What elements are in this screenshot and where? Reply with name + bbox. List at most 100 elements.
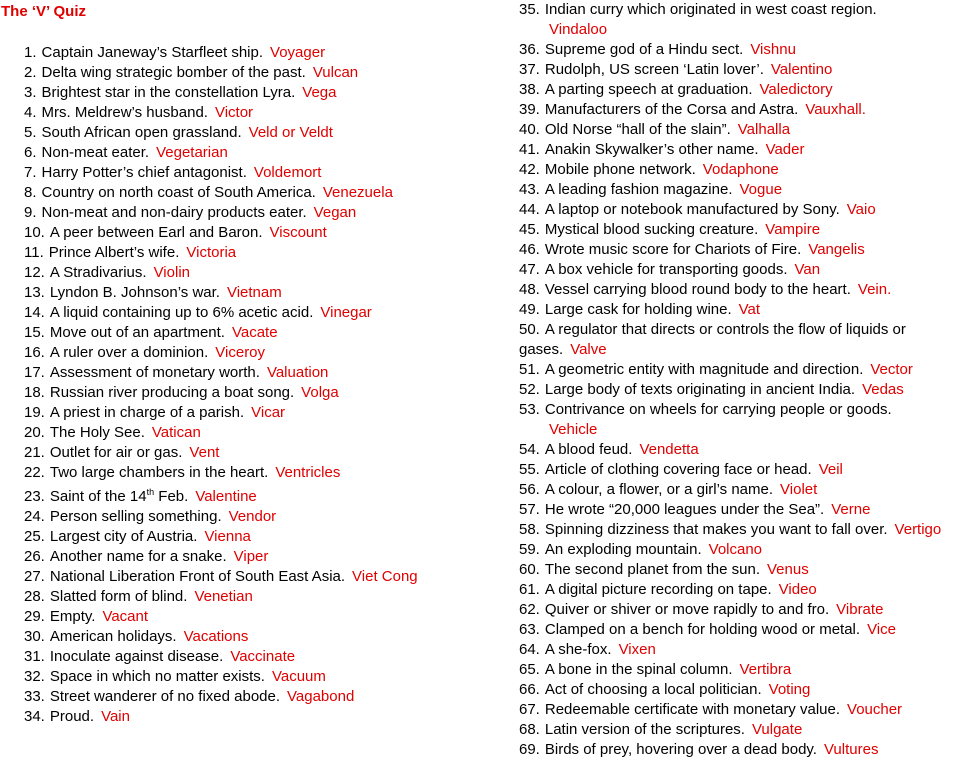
item-number: 41. <box>519 141 540 158</box>
item-question: Saint of the 14 <box>49 488 147 505</box>
quiz-item: 38. A parting speech at graduation. Valedi… <box>519 80 833 100</box>
quiz-item: 22. Two large chambers in the heart. Ventr… <box>24 463 340 483</box>
item-number: 66. <box>519 681 540 698</box>
item-answer: Vain <box>101 708 130 725</box>
item-question: Non-meat eater. <box>41 144 150 161</box>
item-question: Slatted form of blind. <box>49 588 188 605</box>
quiz-item: 21. Outlet for air or gas. Vent <box>24 443 219 463</box>
item-answer: Vedas <box>862 381 904 398</box>
item-number: 43. <box>519 181 540 198</box>
quiz-item: 55. Article of clothing covering face or … <box>519 460 843 480</box>
item-question: A leading fashion magazine. <box>544 181 733 198</box>
item-number: 4. <box>24 104 37 121</box>
item-number: 9. <box>24 204 37 221</box>
quiz-item: 52. Large body of texts originating in an… <box>519 380 904 400</box>
item-question: Brightest star in the constellation Lyra… <box>41 84 296 101</box>
item-question: Space in which no matter exists. <box>49 668 265 685</box>
item-number: 27. <box>24 568 45 585</box>
quiz-item: 5. South African open grassland. Veld or V… <box>24 123 333 143</box>
item-answer: Volga <box>301 384 339 401</box>
item-question: The second planet from the sun. <box>544 561 760 578</box>
item-question: A digital picture recording on tape. <box>544 581 772 598</box>
item-question: Supreme god of a Hindu sect. <box>544 41 744 58</box>
item-number: 19. <box>24 404 45 421</box>
quiz-item: 41. Anakin Skywalker’s other name. Vader <box>519 140 805 160</box>
item-answer: Vangelis <box>808 241 865 258</box>
quiz-item: 2. Delta wing strategic bomber of the pas… <box>24 63 358 83</box>
quiz-item: 12. A Stradivarius. Violin <box>24 263 190 283</box>
item-answer: Viceroy <box>215 344 266 361</box>
item-question: Assessment of monetary worth. <box>49 364 260 381</box>
item-number: 53. <box>519 401 540 418</box>
quiz-item: 48. Vessel carrying blood round body to t… <box>519 280 891 300</box>
item-answer: Vulgate <box>751 721 803 738</box>
item-question: Empty. <box>49 608 96 625</box>
item-answer: Volcano <box>708 541 763 558</box>
item-answer: Vacant <box>102 608 149 625</box>
item-question: Another name for a snake. <box>49 548 227 565</box>
item-answer: Valve <box>570 341 607 358</box>
quiz-item: 16. A ruler over a dominion. Viceroy <box>24 343 265 363</box>
quiz-item: 31. Inoculate against disease. Vaccinate <box>24 647 295 667</box>
item-question: A colour, a flower, or a girl’s name. <box>544 481 774 498</box>
item-number: 5. <box>24 124 37 141</box>
item-question: Outlet for air or gas. <box>49 444 183 461</box>
item-question: He wrote “20,000 leagues under the Sea”. <box>544 501 825 518</box>
item-number: 45. <box>519 221 540 238</box>
quiz-item: 17. Assessment of monetary worth. Valuatio… <box>24 363 328 383</box>
item-question: Lyndon B. Johnson’s war. <box>49 284 220 301</box>
item-question: A Stradivarius. <box>49 264 147 281</box>
item-number: 57. <box>519 501 540 518</box>
quiz-item: 65. A bone in the spinal column. Vertibra <box>519 660 791 680</box>
item-answer: Venetian <box>194 588 253 605</box>
item-number: 33. <box>24 688 45 705</box>
item-number: 15. <box>24 324 45 341</box>
item-answer: Vader <box>765 141 805 158</box>
quiz-item: 8. Country on north coast of South Americ… <box>24 183 393 203</box>
item-number: 17. <box>24 364 45 381</box>
item-question: Person selling something. <box>49 508 222 525</box>
quiz-item: 24. Person selling something. Vendor <box>24 507 276 527</box>
item-question: A priest in charge of a parish. <box>49 404 245 421</box>
item-answer: Viet Cong <box>352 568 418 585</box>
item-question: A she-fox. <box>544 641 612 658</box>
item-number: 50. <box>519 321 540 338</box>
item-question: Two large chambers in the heart. <box>49 464 269 481</box>
item-answer: Vienna <box>204 528 251 545</box>
quiz-item: 35. Indian curry which originated in west… <box>519 0 877 40</box>
item-question: A parting speech at graduation. <box>544 81 753 98</box>
item-question: The Holy See. <box>49 424 145 441</box>
item-answer: Vagabond <box>287 688 355 705</box>
item-answer: Vega <box>302 84 337 101</box>
quiz-item: 69. Birds of prey, hovering over a dead b… <box>519 740 878 760</box>
item-answer: Victor <box>214 104 254 121</box>
item-number: 12. <box>24 264 45 281</box>
item-question: Harry Potter’s chief antagonist. <box>41 164 247 181</box>
quiz-item: 23. Saint of the 14th Feb. Valentine <box>24 487 257 507</box>
item-number: 52. <box>519 381 540 398</box>
item-number: 25. <box>24 528 45 545</box>
item-number: 37. <box>519 61 540 78</box>
quiz-item: 29. Empty. Vacant <box>24 607 148 627</box>
quiz-item: 51. A geometric entity with magnitude and… <box>519 360 913 380</box>
item-question: An exploding mountain. <box>544 541 702 558</box>
item-question: Wrote music score for Chariots of Fire. <box>544 241 802 258</box>
quiz-item: 63. Clamped on a bench for holding wood o… <box>519 620 896 640</box>
item-question: Clamped on a bench for holding wood or m… <box>544 621 861 638</box>
item-question: Act of choosing a local politician. <box>544 681 762 698</box>
item-number: 69. <box>519 741 540 758</box>
item-answer: Vacuum <box>271 668 326 685</box>
item-question: Spinning dizziness that makes you want t… <box>544 521 888 538</box>
item-question: Largest city of Austria. <box>49 528 198 545</box>
item-number: 51. <box>519 361 540 378</box>
item-question: Latin version of the scriptures. <box>544 721 745 738</box>
item-question: Country on north coast of South America. <box>41 184 316 201</box>
quiz-item: 15. Move out of an apartment. Vacate <box>24 323 278 343</box>
quiz-item: 62. Quiver or shiver or move rapidly to a… <box>519 600 883 620</box>
item-number: 31. <box>24 648 45 665</box>
item-question: South African open grassland. <box>41 124 242 141</box>
item-number: 22. <box>24 464 45 481</box>
quiz-item: 34. Proud. Vain <box>24 707 130 727</box>
item-answer: Vogue <box>739 181 783 198</box>
item-number: 60. <box>519 561 540 578</box>
